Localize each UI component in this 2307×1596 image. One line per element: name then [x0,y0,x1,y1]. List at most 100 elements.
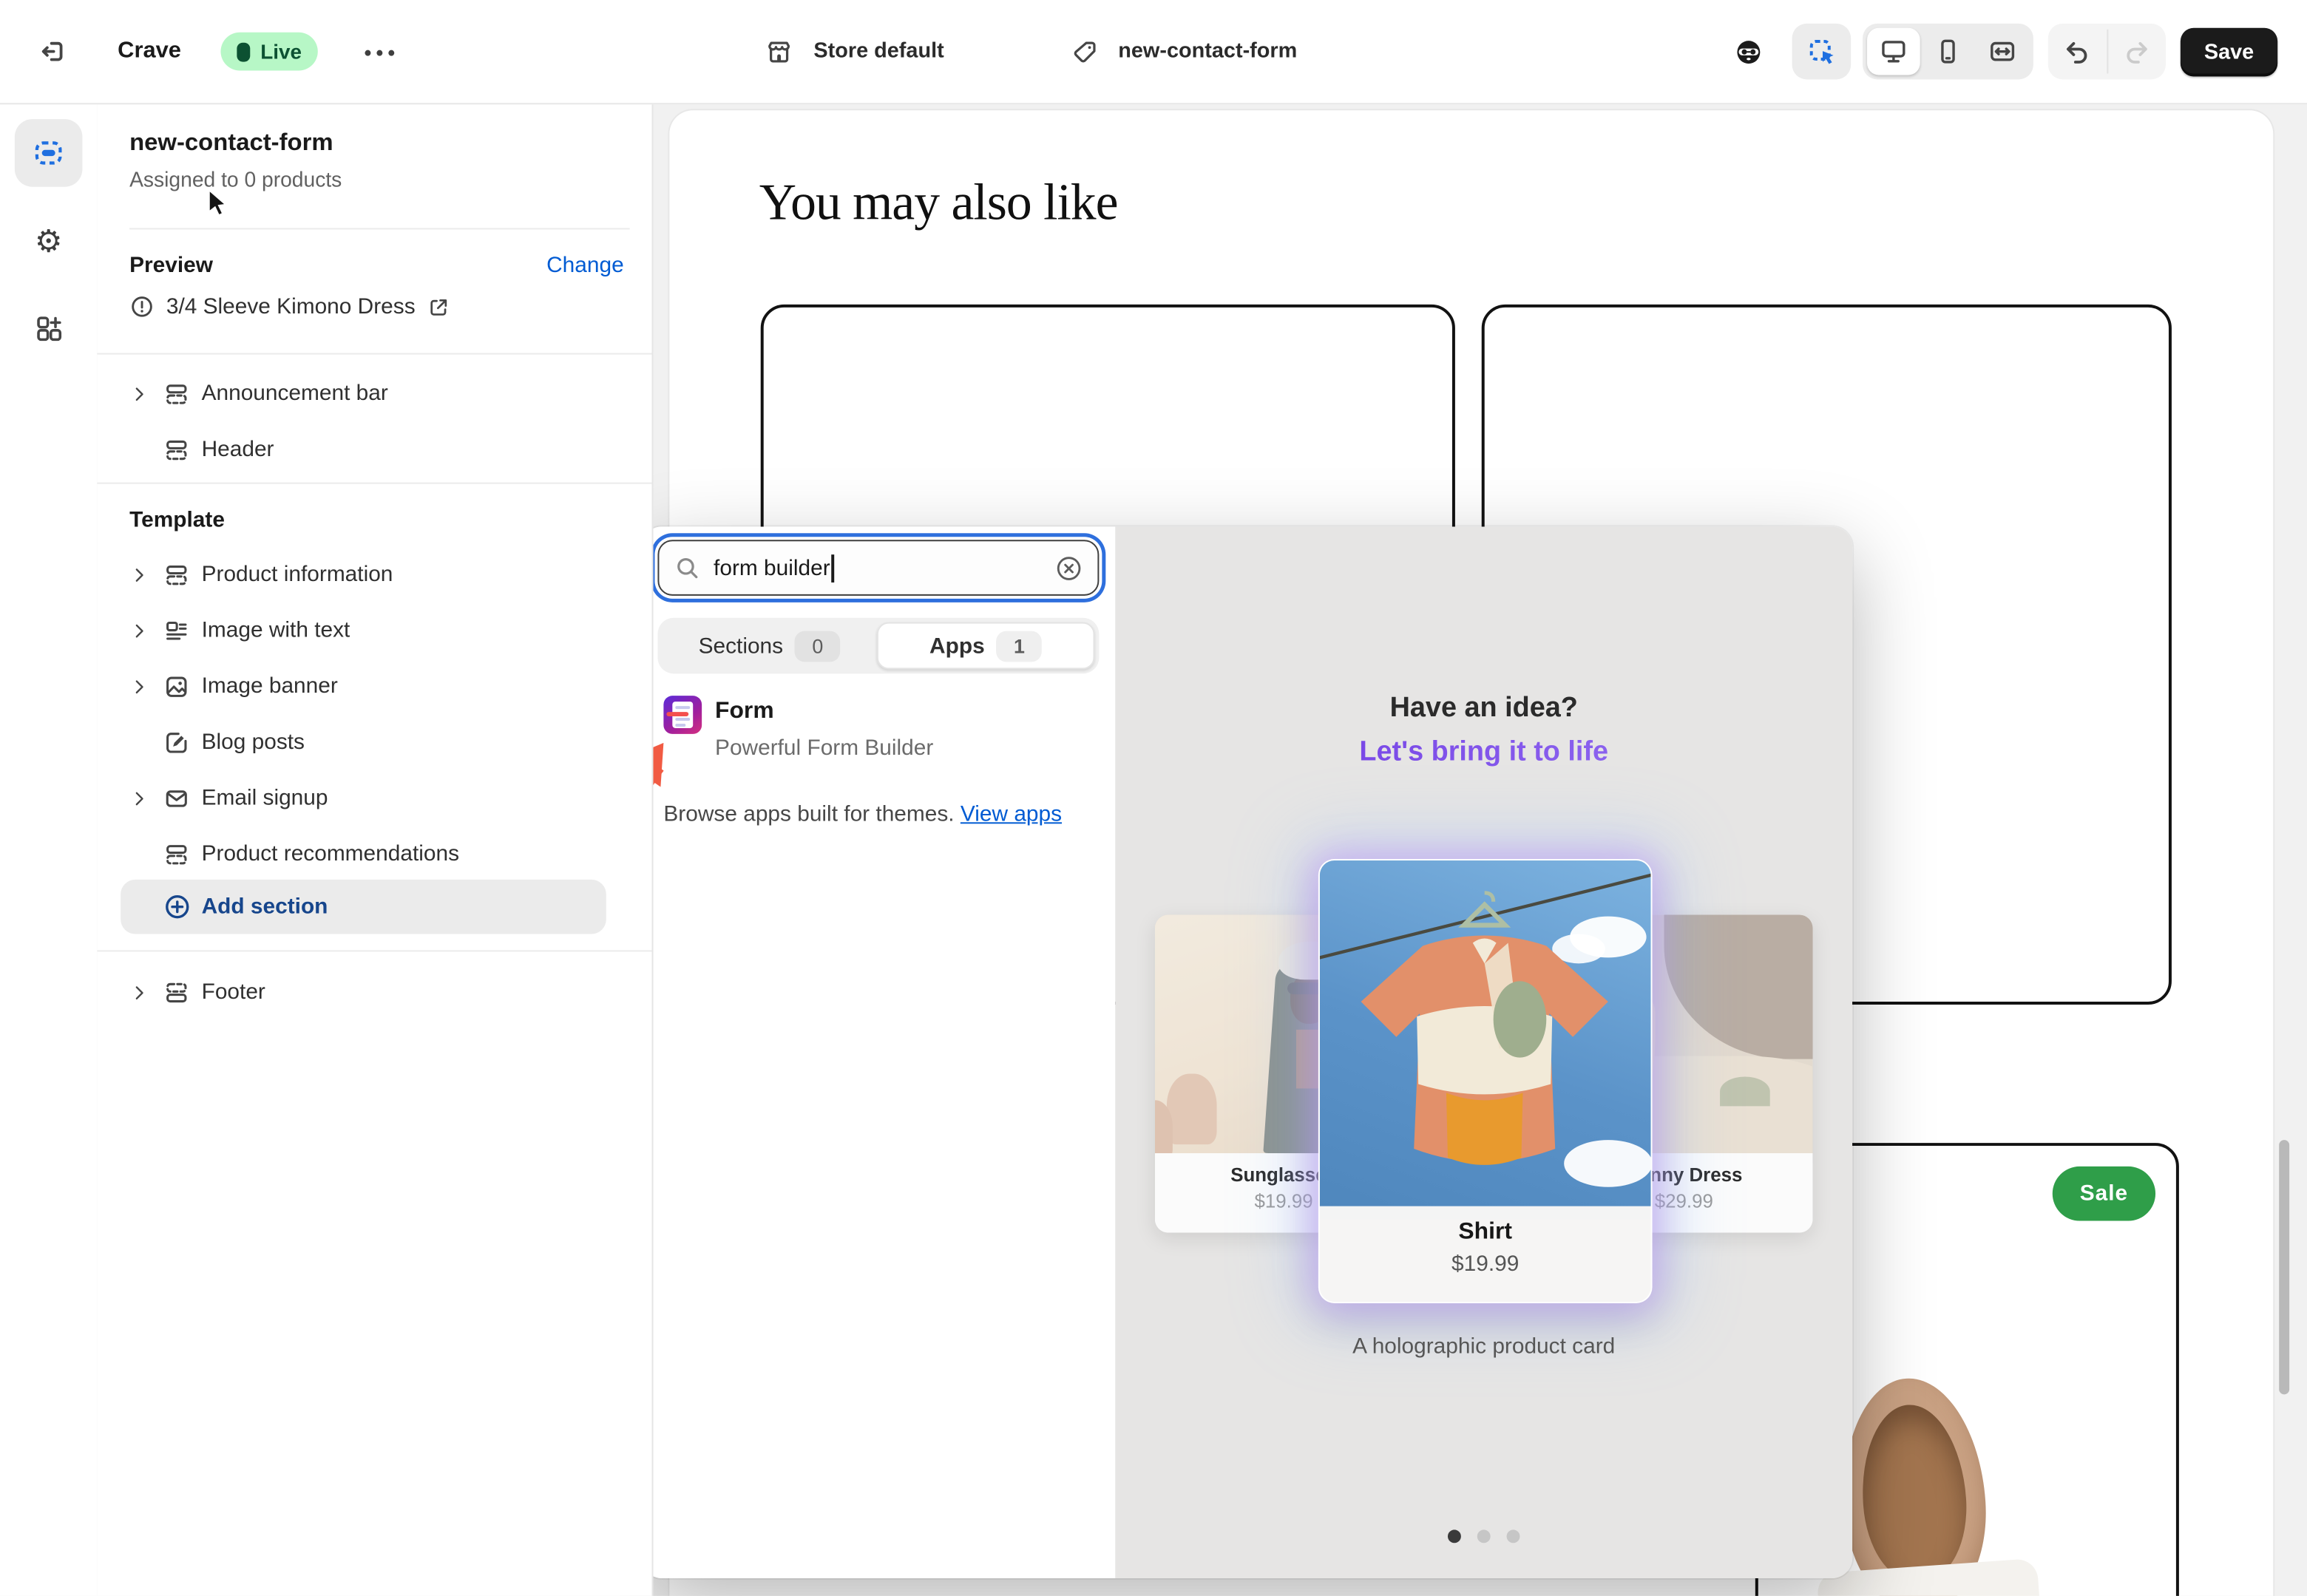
preview-product-row[interactable]: 3/4 Sleeve Kimono Dress [129,294,450,319]
template-tag[interactable]: new-contact-form [1118,39,1298,64]
mobile-view-button[interactable] [1922,28,1975,75]
gear-icon: ⚙ [34,224,63,259]
browse-apps-text: Browse apps built for themes. View apps [663,801,1063,827]
preview-label: Preview [129,253,213,279]
dot[interactable] [1477,1529,1491,1544]
shirt-photo [1319,873,1651,1187]
section-icon [163,561,202,588]
fullwidth-view-button[interactable] [1976,28,2029,75]
undo-icon [2066,42,2087,64]
section-row-product-recommendations[interactable]: Product recommendations [129,826,630,881]
promo-card-name: Sunglasses [1230,1163,1337,1186]
promo-card-name: Shirt [1458,1219,1512,1245]
carousel-dots [1115,1529,1852,1544]
app-result-subtitle: Powerful Form Builder [715,735,934,761]
view-apps-link[interactable]: View apps [960,801,1063,827]
exit-icon [41,41,63,61]
apps-icon [36,316,61,341]
inspect-select-tool-button[interactable] [1792,23,1852,80]
app-result-name[interactable]: Form [715,699,774,724]
assigned-count: Assigned to 0 products [129,169,342,193]
rail-apps-tab[interactable] [15,294,83,362]
shoe-photo [1816,1373,2045,1596]
section-row-header[interactable]: Header [129,422,630,477]
section-icon [163,380,202,407]
search-query-text: form builder [714,555,830,580]
template-heading: Template [129,507,225,533]
topbar: Crave Live Store default new-contact-for… [0,0,2307,105]
section-row-announcement-bar[interactable]: Announcement bar [129,366,630,421]
more-actions-button[interactable] [353,37,407,69]
live-label: Live [260,39,302,64]
section-search-field[interactable]: form builder [657,540,1100,596]
form-app-icon[interactable] [663,696,702,734]
promo-subheading: Let's bring it to life [1115,737,1852,770]
store-icon [764,37,793,67]
mouse-cursor [208,188,228,217]
chevron-right-icon[interactable] [129,620,163,641]
preview-inspector-button[interactable] [1732,35,1764,68]
section-row-blog-posts[interactable]: Blog posts [129,715,630,770]
section-row-product-information[interactable]: Product information [129,547,630,602]
text-caret [831,554,834,582]
chevron-right-icon[interactable] [129,982,163,1002]
section-row-footer[interactable]: Footer [129,965,630,1019]
promo-card-price: $29.99 [1654,1189,1713,1212]
tag-icon [1070,37,1100,67]
rail-sections-tab[interactable] [14,119,83,187]
dot-active[interactable] [1447,1529,1461,1544]
rail-settings-tab[interactable]: ⚙ [15,208,83,276]
image-icon [163,673,202,699]
image-with-text-icon [163,617,202,644]
external-link-icon [430,298,447,315]
popup-tabs: Sections 0 Apps 1 [657,617,1100,674]
live-status-badge: Live [220,32,318,71]
alert-icon [132,296,152,317]
promo-card-price: $19.99 [1451,1252,1520,1277]
blog-icon [163,729,202,755]
store-selector[interactable]: Store default [813,39,944,64]
redo-icon [2127,42,2147,64]
desktop-icon [1882,41,1905,63]
promo-heading: Have an idea? [1389,693,1578,724]
incognito-face-icon [1736,40,1760,64]
section-icon [163,436,202,463]
save-button[interactable]: Save [2180,27,2278,77]
mobile-icon [1941,39,1955,64]
device-toggle-group [1863,23,2033,80]
theme-name: Crave [118,38,181,64]
template-title: new-contact-form [129,129,333,156]
desktop-view-button[interactable] [1867,27,1920,75]
redo-button[interactable] [2107,24,2166,80]
chevron-right-icon[interactable] [129,383,163,404]
undo-button[interactable] [2048,24,2107,80]
chevron-right-icon[interactable] [129,788,163,809]
promo-card-shirt: Shirt $19.99 [1319,860,1651,1302]
section-row-image-with-text[interactable]: Image with text [129,603,630,658]
section-icon [163,841,202,867]
sections-icon [35,141,62,165]
preview-product-name: 3/4 Sleeve Kimono Dress [166,293,416,319]
add-section-button[interactable]: Add section [121,879,606,934]
section-row-image-banner[interactable]: Image banner [129,659,630,713]
circle-plus-icon [163,893,202,921]
tab-apps[interactable]: Apps 1 [876,622,1095,670]
resize-width-icon [1991,41,2015,61]
live-dot-icon [237,41,251,61]
editor-rail: ⚙ [0,103,99,1596]
chevron-right-icon[interactable] [129,676,163,696]
popup-search-pane: form builder Sections 0 Apps 1 For [641,526,1116,1579]
tab-sections[interactable]: Sections 0 [662,622,877,670]
clear-search-button[interactable] [1055,554,1083,582]
exit-editor-button[interactable] [33,31,74,72]
sale-badge: Sale [2052,1166,2156,1221]
add-section-popup: form builder Sections 0 Apps 1 For [641,526,1853,1579]
preview-section-heading: You may also like [759,173,1119,231]
dot[interactable] [1506,1529,1520,1544]
change-preview-link[interactable]: Change [546,253,624,279]
history-group [2047,23,2166,80]
preview-scrollbar[interactable] [2279,1140,2290,1395]
chevron-right-icon[interactable] [129,564,163,585]
section-row-email-signup[interactable]: Email signup [129,771,630,826]
